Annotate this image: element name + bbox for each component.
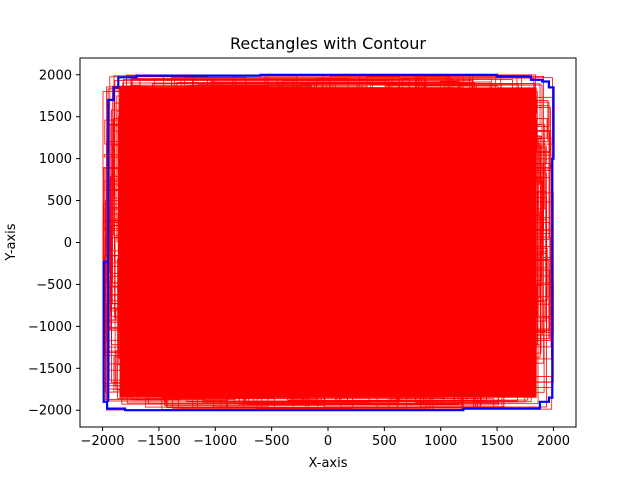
contour-outline	[102, 73, 555, 412]
x-tick-label: 1000	[424, 434, 457, 449]
y-axis-ticks: −2000 −1500 −1000 −500 0 500 1000 1500 2000	[28, 68, 80, 419]
rectangle	[119, 87, 537, 398]
y-tick-label: −1000	[28, 320, 72, 335]
y-axis-label: Y-axis	[4, 223, 19, 261]
x-tick-label: 1500	[481, 434, 514, 449]
x-tick-label: −1500	[137, 434, 181, 449]
x-tick-label: 2000	[537, 434, 570, 449]
y-tick-label: −500	[36, 278, 72, 293]
y-tick-label: 2000	[39, 68, 72, 83]
x-tick-label: −1000	[193, 434, 237, 449]
plot-area	[102, 73, 555, 412]
x-tick-label: −2000	[81, 434, 125, 449]
y-tick-label: 1000	[39, 152, 72, 167]
y-tick-label: 1500	[39, 110, 72, 125]
x-tick-label: −500	[254, 434, 290, 449]
x-tick-label: 0	[324, 434, 332, 449]
y-tick-label: 0	[64, 236, 72, 251]
x-tick-label: 500	[372, 434, 397, 449]
y-tick-label: −1500	[28, 362, 72, 377]
chart-title: Rectangles with Contour	[230, 34, 426, 53]
rectangles-layer	[102, 74, 554, 411]
x-axis-label: X-axis	[309, 456, 348, 471]
y-tick-label: −2000	[28, 404, 72, 419]
y-tick-label: 500	[47, 194, 72, 209]
x-axis-ticks: −2000 −1500 −1000 −500 0 500 1000 1500 2000	[81, 427, 570, 449]
